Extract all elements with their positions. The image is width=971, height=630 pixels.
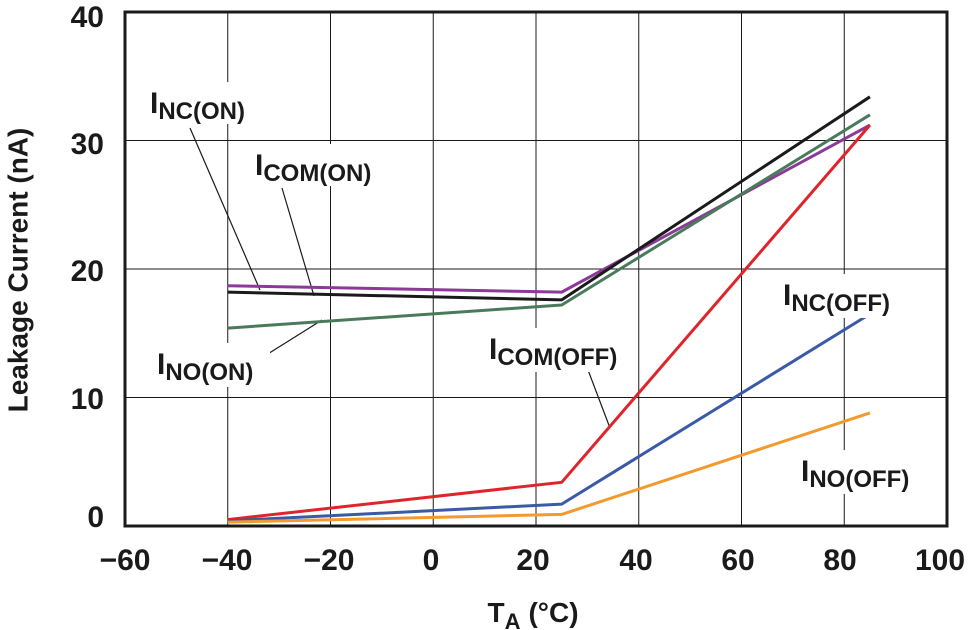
series-label-bg (484, 328, 636, 372)
series-lines (227, 95, 872, 524)
series-label-bg (796, 450, 928, 494)
leader-com-off (587, 369, 611, 429)
leader-com-on (281, 187, 315, 297)
series-label-com-on: ICOM(ON) (255, 149, 371, 187)
series-line-no-off (227, 411, 871, 524)
series-label-main: I (489, 333, 497, 366)
x-tick-label: 100 (915, 544, 965, 577)
x-tick-labels: −60 −40 −20 0 20 40 60 80 100 (100, 544, 965, 577)
series-label-bg (152, 343, 270, 387)
x-tick-label: −40 (202, 544, 253, 577)
series-label-no-off: INO(OFF) (801, 455, 909, 493)
y-tick-labels: 0 10 20 30 40 (71, 1, 104, 534)
series-line-no-on (227, 113, 871, 330)
y-tick-label: 40 (71, 1, 104, 34)
series-label-bg (778, 274, 910, 318)
series-label-no-on: INO(ON) (157, 348, 253, 386)
x-tick-label: 20 (516, 544, 549, 577)
series-line-com-off (227, 124, 872, 522)
series-label-nc-off: INC(OFF) (783, 279, 890, 317)
x-axis-title-unit: (°C) (528, 597, 578, 628)
y-tick-label: 0 (87, 501, 104, 534)
series-label-sub: NC(OFF) (791, 290, 890, 317)
x-tick-label: 60 (721, 544, 754, 577)
series-label-main: I (157, 348, 165, 381)
series-label-sub: NC(ON) (158, 98, 245, 125)
series-label-nc-on: INC(ON) (150, 87, 245, 125)
series-label-main: I (255, 149, 263, 182)
x-axis-title: TA (°C) (487, 597, 578, 630)
series-line-nc-off (227, 312, 871, 523)
series-label-bg (145, 82, 263, 124)
x-tick-label: 40 (619, 544, 652, 577)
series-label-sub: NO(OFF) (809, 466, 909, 493)
grid (125, 12, 947, 526)
series-label-main: I (801, 455, 809, 488)
series-label-com-off: ICOM(OFF) (489, 333, 617, 371)
x-axis-title-sub: A (505, 609, 521, 630)
series-label-sub: COM(OFF) (497, 344, 617, 371)
series-label-main: I (783, 279, 791, 312)
series-label-bg (250, 144, 390, 186)
series-labels: INC(ON) ICOM(ON) INO(ON) ICOM(OFF) INC(O… (145, 82, 928, 494)
x-axis-title-main: T (487, 597, 504, 628)
label-leader-lines (189, 127, 611, 429)
series-label-sub: COM(ON) (263, 160, 371, 187)
series-line-nc-on (227, 123, 871, 294)
leader-nc-on (189, 127, 261, 291)
y-tick-label: 10 (71, 383, 104, 416)
plot-frame (123, 10, 949, 528)
y-axis-title: Leakage Current (nA) (2, 128, 33, 413)
x-tick-label: −20 (304, 544, 355, 577)
series-label-sub: NO(ON) (165, 359, 253, 386)
series-label-main: I (150, 87, 158, 120)
x-tick-label: 80 (823, 544, 856, 577)
y-tick-label: 20 (71, 255, 104, 288)
x-tick-label: 0 (423, 544, 440, 577)
series-line-com-on (227, 95, 871, 302)
x-tick-label: −60 (100, 544, 151, 577)
y-tick-label: 30 (71, 128, 104, 161)
